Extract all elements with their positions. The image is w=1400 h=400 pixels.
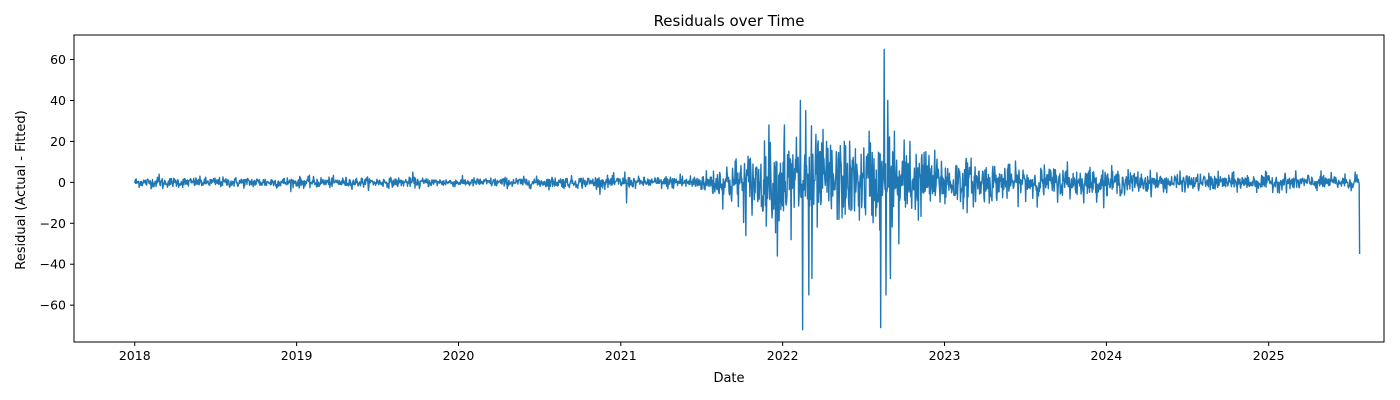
y-tick-label: 40	[50, 93, 66, 108]
x-tick-label: 2025	[1253, 348, 1285, 363]
y-axis-title: Residual (Actual - Fitted)	[14, 110, 29, 269]
residual-series-line	[134, 48, 1361, 331]
y-tick-label: −60	[40, 298, 66, 313]
y-tick-label: −40	[40, 257, 66, 272]
x-tick-label: 2019	[281, 348, 313, 363]
chart-title: Residuals over Time	[654, 12, 805, 30]
x-tick-label: 2023	[929, 348, 961, 363]
y-tick-label: 20	[50, 134, 66, 149]
x-axis-title: Date	[713, 371, 744, 386]
y-tick-label: 60	[50, 52, 66, 67]
plot-frame	[73, 34, 1385, 343]
x-tick-label: 2022	[767, 348, 799, 363]
y-tick-label: 0	[58, 175, 66, 190]
x-tick-label: 2021	[605, 348, 637, 363]
x-tick-label: 2020	[443, 348, 475, 363]
x-tick-label: 2024	[1090, 348, 1122, 363]
x-tick-label: 2018	[119, 348, 151, 363]
y-tick-label: −20	[40, 216, 66, 231]
